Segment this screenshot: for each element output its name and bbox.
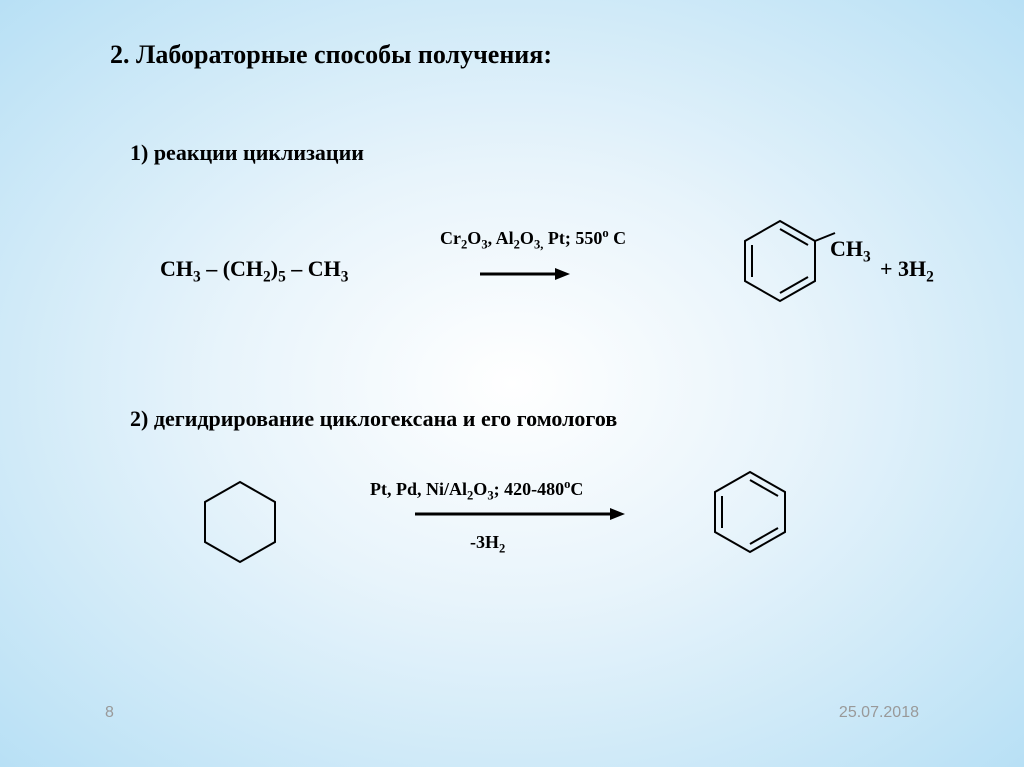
cyclohexane-structure [190, 472, 290, 577]
benzene-structure [700, 462, 800, 567]
reaction1: CH3 – (CH2)5 – CH3 Cr2O3, Al2O3, Pt; 550… [160, 226, 964, 326]
section1-label: 1) реакции циклизации [130, 140, 964, 166]
minus-3h2-text: -3H2 [470, 532, 505, 557]
reaction2-arrow [415, 504, 625, 529]
section2-label: 2) дегидрирование циклогексана и его гом… [130, 406, 964, 432]
reaction1-arrow [480, 264, 570, 289]
page-number: 8 [105, 704, 114, 722]
reaction2: Pt, Pd, Ni/Al2O3; 420-480oC -3H2 [190, 462, 964, 582]
ch3-substituent: CH3 [830, 236, 871, 266]
catalyst2-text: Pt, Pd, Ni/Al2O3; 420-480oC [370, 477, 583, 504]
reactant1-formula: CH3 – (CH2)5 – CH3 [160, 256, 348, 286]
date: 25.07.2018 [839, 704, 919, 722]
slide-title: 2. Лабораторные способы получения: [110, 40, 964, 70]
catalyst1-text: Cr2O3, Al2O3, Pt; 550o C [440, 226, 626, 253]
toluene-structure [730, 211, 840, 316]
slide: 2. Лабораторные способы получения: 1) ре… [0, 0, 1024, 767]
product1-text: + 3H2 [880, 256, 934, 286]
